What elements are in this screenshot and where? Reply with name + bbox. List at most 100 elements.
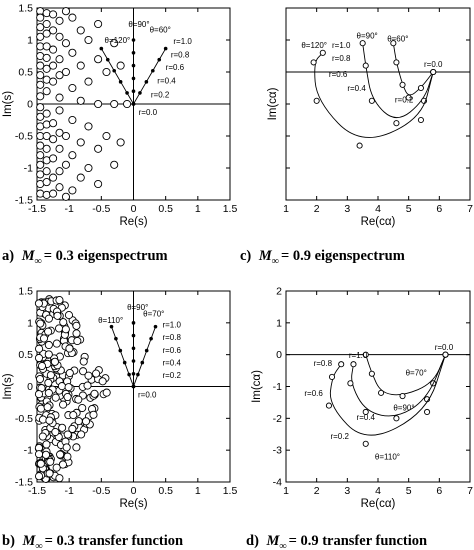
curve-θ=60° <box>392 43 434 96</box>
annotation-label: θ=90° <box>127 303 148 312</box>
eigenvalue-marker <box>102 67 111 77</box>
eigenvalue-marker <box>36 23 45 32</box>
annotation-label: θ=110° <box>98 316 123 325</box>
annotation-label: r=0.8 <box>171 50 190 59</box>
curve-point <box>442 351 449 358</box>
eigenvalue-marker <box>34 353 44 363</box>
eigenvalue-marker <box>36 71 45 80</box>
eigenvalue-marker <box>79 367 88 376</box>
eigenvalue-marker <box>44 340 53 350</box>
curve-θ=90° <box>362 43 434 119</box>
eigenvalue-marker <box>116 138 125 147</box>
curve-point <box>378 389 385 396</box>
x-tick-label: 7 <box>467 203 473 215</box>
eigenvalue-marker <box>42 131 51 141</box>
plot-frame <box>285 7 471 201</box>
eigenvalue-marker <box>54 324 64 333</box>
curve-point <box>399 81 406 88</box>
ray-point <box>151 68 155 73</box>
eigenvalue-marker <box>65 344 74 353</box>
eigenvalue-marker <box>76 138 85 147</box>
eigenvalue-marker <box>49 45 58 54</box>
annotation-label: r=0.2 <box>151 91 170 100</box>
curve-point <box>368 97 375 104</box>
eigenvalue-marker <box>36 92 45 101</box>
eigenvalue-marker <box>52 463 61 472</box>
caption-b: b) M∞ = 0.3 transfer function <box>2 533 183 550</box>
curve-point <box>362 62 369 69</box>
eigenvalue-marker <box>44 388 53 398</box>
eigenvalue-marker <box>68 13 77 22</box>
x-tick-label: 5 <box>406 203 412 215</box>
x-tick-label: 0 <box>131 485 137 497</box>
eigenvalue-marker <box>49 77 58 86</box>
y-tick-label: -1.5 <box>15 195 33 207</box>
ray-point <box>127 372 131 377</box>
eigenvalue-marker <box>42 190 51 199</box>
x-tick-label: -0.5 <box>92 485 110 497</box>
eigenvalue-marker <box>42 64 51 73</box>
caption-c: c) M∞ = 0.9 eigenspectrum <box>240 248 405 267</box>
eigenvalue-marker <box>72 443 81 452</box>
ray-point <box>105 57 110 62</box>
eigenvalue-marker <box>72 321 81 330</box>
eigenvalue-marker <box>49 10 58 19</box>
eigenvalue-marker <box>34 450 44 459</box>
eigenvalue-marker <box>42 19 51 29</box>
eigenvalue-marker <box>76 173 85 182</box>
eigenvalue-marker <box>62 443 71 452</box>
eigenvalue-marker <box>42 109 51 118</box>
eigenvalue-marker <box>83 381 92 390</box>
x-tick-label: 1 <box>283 203 289 215</box>
annotation-label: r=0.0 <box>138 390 157 399</box>
curve-point <box>359 40 366 47</box>
annotation-label: r=0.4 <box>357 413 376 422</box>
x-tick-label: 2 <box>314 203 320 215</box>
eigenvalue-marker <box>36 103 45 112</box>
eigenvalue-marker <box>49 135 58 144</box>
eigenvalue-marker <box>49 189 58 198</box>
eigenvalue-marker <box>49 154 58 163</box>
eigenvalue-marker <box>50 357 59 366</box>
ray-point <box>118 80 123 84</box>
eigenvalue-marker <box>98 377 107 386</box>
eigenvalue-marker <box>39 334 49 343</box>
annotation-label: r=1.0 <box>349 351 368 360</box>
eigenvalue-marker <box>36 80 45 89</box>
annotation-label: r=0.2 <box>162 371 181 380</box>
curve-point <box>417 116 424 124</box>
curve-point <box>362 408 369 416</box>
curve-point <box>417 84 424 92</box>
eigenvalue-marker <box>36 61 45 70</box>
eigenvalue-marker <box>36 112 45 121</box>
eigenvalue-marker <box>94 99 103 109</box>
x-tick-label: 3 <box>344 203 350 215</box>
x-tick-label: 4 <box>375 485 381 497</box>
eigenvalue-marker <box>59 318 68 327</box>
annotation-label: r=0.0 <box>424 60 443 69</box>
y-axis-label: Im(s) <box>2 91 14 117</box>
eigenvalue-marker <box>61 67 70 77</box>
eigenvalue-marker <box>76 61 85 70</box>
eigenvalue-marker <box>42 178 51 187</box>
curve-point <box>328 373 336 381</box>
x-tick-label: 3 <box>344 485 350 497</box>
ray-point <box>131 38 136 42</box>
x-tick-label: 0 <box>131 203 137 215</box>
eigenvalue-marker <box>55 183 64 192</box>
ray-point <box>153 324 158 329</box>
curve-point <box>362 351 369 358</box>
eigenvalue-marker <box>84 163 93 173</box>
annotation-label: θ=70° <box>406 368 427 377</box>
curve-point <box>362 440 369 447</box>
curve-point <box>399 392 406 400</box>
annotation-label: r=1.0 <box>332 41 351 50</box>
ray-point <box>136 372 140 377</box>
eigenvalue-marker <box>45 469 54 478</box>
x-tick-label: 6 <box>436 485 442 497</box>
eigenvalue-marker <box>61 39 70 48</box>
x-tick-label: 0.5 <box>158 485 173 497</box>
eigenvalue-marker <box>102 131 111 141</box>
eigenvalue-marker <box>55 167 64 176</box>
